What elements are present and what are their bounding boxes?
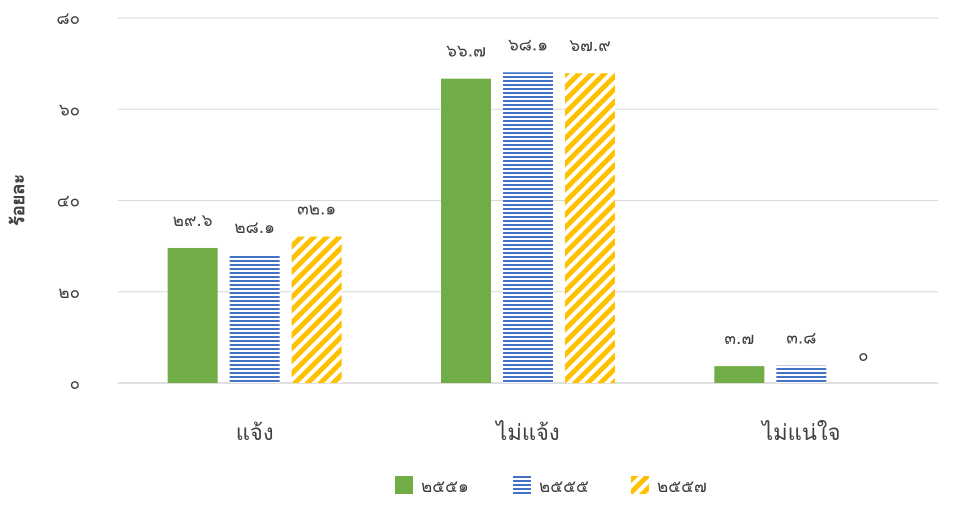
bars — [167, 72, 827, 384]
bar — [167, 247, 218, 383]
bar — [291, 236, 342, 383]
data-label: ๖๗.๙ — [569, 36, 610, 56]
y-axis-ticks: ๐ ๒๐ ๔๐ ๖๐ ๘๐ — [57, 9, 81, 394]
data-labels: ๒๙.๖ ๒๘.๑ ๓๒.๑ ๖๖.๗ ๖๘.๑ ๖๗.๙๓.๗ ๓.๘๐ — [173, 35, 869, 366]
y-tick-label: ๔๐ — [57, 192, 80, 212]
legend-swatch — [395, 476, 413, 494]
legend-swatch — [631, 476, 649, 494]
bar — [441, 78, 491, 384]
bar — [714, 366, 765, 383]
y-axis-title-group: ร้อยละ — [8, 174, 29, 226]
x-category-label: แจ้ง — [236, 421, 274, 446]
data-label: ๓๒.๑ — [297, 200, 336, 220]
data-label: ๐ — [858, 346, 868, 366]
legend-label: ๒๕๕๗ — [657, 477, 707, 497]
legend-label: ๒๕๕๑ — [421, 477, 469, 497]
y-tick-label: ๐ — [70, 374, 80, 394]
y-axis-title: ร้อยละ — [8, 174, 29, 226]
bar — [565, 73, 615, 384]
legend-item: ๒๕๕๕ — [513, 476, 589, 497]
data-label: ๖๘.๑ — [508, 35, 548, 55]
data-label: ๖๖.๗ — [446, 42, 486, 62]
data-label: ๒๘.๑ — [234, 218, 275, 238]
x-axis-categories: แจ้ง ไม่แจ้ง ไม่แน่ใจ — [236, 420, 841, 446]
legend-item: ๒๕๕๑ — [395, 476, 469, 497]
data-label: ๒๙.๖ — [173, 211, 213, 231]
data-label: ๓.๘ — [786, 329, 816, 349]
data-label: ๓.๗ — [724, 329, 754, 349]
x-category-label: ไม่แจ้ง — [494, 420, 559, 446]
legend-swatch — [513, 476, 531, 494]
y-tick-label: ๘๐ — [57, 9, 81, 29]
bar — [229, 254, 280, 383]
y-tick-label: ๒๐ — [58, 283, 80, 303]
bar — [776, 365, 827, 383]
legend-item: ๒๕๕๗ — [631, 476, 707, 497]
x-category-label: ไม่แน่ใจ — [760, 420, 840, 446]
y-tick-label: ๖๐ — [59, 100, 80, 120]
bar — [503, 72, 553, 383]
legend: ๒๕๕๑ ๒๕๕๕ ๒๕๕๗ — [395, 476, 707, 497]
legend-label: ๒๕๕๕ — [539, 477, 589, 497]
